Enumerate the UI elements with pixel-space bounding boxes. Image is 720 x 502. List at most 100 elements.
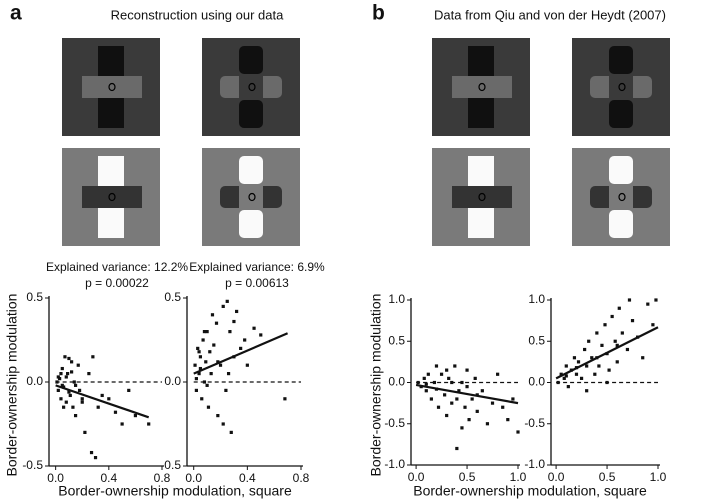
scatter-point	[67, 390, 71, 394]
stimulus	[571, 37, 671, 137]
scatter-point	[127, 388, 131, 392]
scatter-point	[501, 405, 505, 409]
scatter-point	[617, 306, 621, 310]
scatter-point	[59, 372, 63, 376]
y-tick-label: 0.5	[388, 333, 405, 347]
scatter-point	[559, 372, 563, 376]
fit-line	[415, 383, 519, 405]
scatter-point	[197, 350, 201, 354]
fit-line	[193, 332, 289, 375]
scatter-point	[76, 363, 80, 367]
scatter-point	[55, 380, 59, 384]
scatter-point	[470, 397, 474, 401]
scatter-point	[424, 389, 428, 393]
scatter-point	[511, 397, 515, 401]
scatter-point	[516, 430, 520, 434]
scatter-point	[59, 397, 63, 401]
stimulus	[431, 37, 531, 137]
scatter-point	[422, 376, 426, 380]
scatter-point	[585, 389, 589, 393]
x-axis-label: Border-ownership modulation, square	[58, 483, 292, 499]
scatter-point	[201, 338, 205, 342]
scatter-point	[60, 383, 64, 387]
scatter-point	[196, 346, 200, 350]
scatter-point	[564, 374, 568, 378]
scatter-point	[566, 385, 570, 389]
y-tick-label: -1.0	[524, 457, 545, 471]
stimulus	[61, 147, 161, 247]
scatter-point	[239, 346, 243, 350]
scatter-point	[434, 364, 439, 368]
scatter-point	[463, 405, 467, 409]
scatter-point	[480, 389, 484, 393]
scatter-point	[572, 356, 577, 360]
scatter-point	[235, 309, 239, 314]
scatter-point	[147, 422, 151, 426]
scatter-point	[225, 299, 229, 303]
scatter-point	[202, 380, 207, 384]
scatter-point	[71, 405, 75, 409]
scatter-point	[214, 321, 219, 325]
annotation: Explained variance: 6.9%	[189, 260, 325, 274]
scatter-point	[212, 343, 216, 347]
scatter-point	[600, 343, 604, 347]
scatter-point	[133, 414, 138, 418]
y-tick-label: 0.5	[528, 333, 545, 347]
y-tick-label: 0.0	[388, 375, 405, 389]
y-tick-label: 0.0	[26, 374, 43, 388]
scatter-point	[198, 355, 203, 359]
x-tick-label: 1.0	[650, 470, 667, 484]
scatter-point	[496, 372, 500, 376]
y-axis-label: Border-ownership modulation	[368, 294, 384, 477]
scatter-point	[579, 376, 584, 380]
x-tick-label: 0.4	[100, 471, 117, 485]
x-tick-label: 0.8	[154, 471, 171, 485]
scatter-point	[450, 380, 454, 385]
scatter-point	[467, 418, 471, 422]
scatter-point	[465, 385, 469, 389]
scatter-point	[613, 339, 617, 343]
x-tick-label: 0.5	[459, 470, 476, 484]
scatter-point	[63, 355, 67, 359]
x-tick-label: 0.0	[408, 470, 425, 484]
scatter-point	[83, 430, 87, 434]
scatter-point	[585, 364, 589, 368]
y-tick-label: -0.5	[384, 416, 405, 430]
scatter-point	[216, 360, 220, 364]
scatter-point	[58, 377, 62, 381]
x-axis-label: Border-ownership modulation, square	[413, 483, 647, 499]
scatter-point	[473, 376, 477, 380]
scatter-point	[455, 446, 459, 451]
scatter-point	[77, 388, 82, 392]
scatter-point	[73, 414, 78, 418]
y-tick-label: -0.5	[524, 416, 545, 430]
scatter-point	[208, 350, 212, 354]
scatter-point	[205, 383, 209, 387]
scatter-point	[590, 356, 594, 360]
scatter-point	[194, 377, 198, 381]
scatter-point	[218, 363, 223, 367]
scatter-point	[93, 456, 98, 460]
scatter-point	[646, 302, 650, 306]
scatter-point	[615, 343, 619, 347]
y-tick-label: -1.0	[384, 457, 405, 471]
scatter-point	[210, 313, 215, 317]
scatter-point	[66, 372, 70, 376]
scatter-point	[194, 388, 198, 392]
scatter-point	[605, 380, 609, 385]
scatter-point	[67, 356, 71, 361]
scatter-point	[232, 319, 236, 324]
annotation: p = 0.00022	[85, 276, 149, 290]
scatter-point	[259, 333, 263, 337]
scatter-point	[56, 388, 60, 392]
scatter-point	[455, 397, 459, 401]
scatter-point	[87, 372, 91, 376]
scatter-point	[465, 368, 469, 372]
x-tick-label: 1.0	[510, 470, 527, 484]
scatter-point	[432, 380, 437, 385]
y-tick-label: 0.5	[164, 290, 181, 304]
scatter-point	[70, 360, 74, 364]
panel-label: b	[372, 2, 385, 25]
stimulus	[571, 147, 671, 247]
